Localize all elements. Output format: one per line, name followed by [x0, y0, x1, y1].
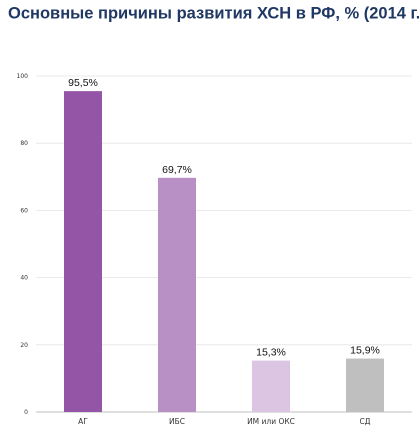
y-tick-label: 40 — [20, 275, 28, 282]
y-tick-label: 0 — [24, 409, 28, 416]
bar — [346, 358, 384, 412]
category-label: ИМ или ОКС — [247, 417, 295, 426]
data-label: 95,5% — [68, 77, 98, 89]
y-tick-label: 20 — [20, 342, 28, 349]
data-label: 15,3% — [256, 347, 286, 359]
bar — [158, 177, 196, 412]
data-label: 15,9% — [350, 345, 380, 357]
chart-title: Основные причины развития ХСН в РФ, % (2… — [8, 4, 419, 24]
y-axis-ticks: 0 20 40 60 80 100 — [17, 73, 29, 416]
y-tick-label: 80 — [20, 140, 28, 147]
category-label: АГ — [78, 417, 88, 426]
bar — [64, 91, 102, 413]
category-labels: АГ ИБС ИМ или ОКС СД — [78, 417, 371, 426]
category-label: ИБС — [169, 417, 185, 426]
data-label: 69,7% — [162, 164, 192, 176]
bar — [252, 360, 290, 412]
gridlines — [36, 75, 412, 346]
y-tick-label: 60 — [20, 207, 28, 214]
chart-title-text: Основные причины развития ХСН в РФ, % (2… — [8, 4, 419, 23]
bars — [64, 91, 384, 413]
y-tick-label: 100 — [17, 73, 29, 80]
data-labels: 95,5% 69,7% 15,3% 15,9% — [68, 77, 380, 358]
category-label: СД — [359, 417, 370, 426]
